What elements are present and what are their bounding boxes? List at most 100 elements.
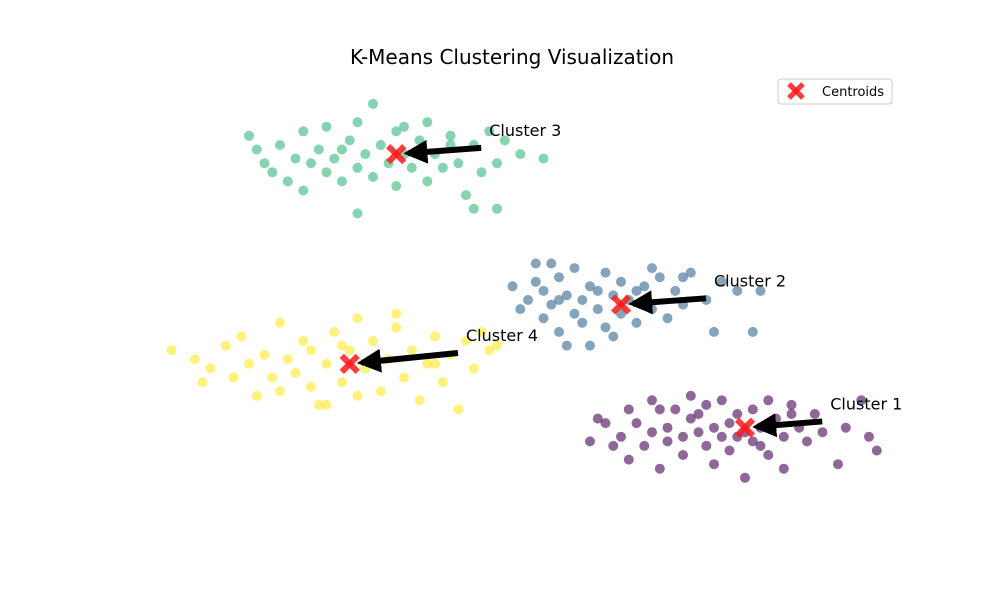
cluster-3-point xyxy=(391,181,402,191)
cluster-2-point xyxy=(515,304,526,315)
cluster-3-point xyxy=(375,140,386,150)
cluster-2-point xyxy=(554,295,564,305)
cluster-2-point xyxy=(546,258,557,269)
cluster-1-point xyxy=(724,418,735,429)
cluster-4-point xyxy=(406,345,417,356)
cluster-1-point xyxy=(833,459,843,470)
cluster-2-point xyxy=(631,285,642,296)
cluster-3-point xyxy=(298,185,309,196)
cluster-4-point xyxy=(468,363,479,374)
cluster-3-point xyxy=(352,208,363,219)
cluster-2-point xyxy=(538,313,549,324)
cluster-4-point xyxy=(244,358,254,369)
cluster-4-point xyxy=(399,372,409,383)
cluster-4-point xyxy=(298,336,309,346)
cluster-1-point xyxy=(740,472,750,483)
cluster-3-point xyxy=(484,126,495,137)
cluster-1-point xyxy=(864,431,874,442)
cluster-2-point xyxy=(608,331,619,342)
cluster-1-point xyxy=(592,413,603,424)
cluster-2-point xyxy=(561,290,572,301)
cluster-1-point xyxy=(631,418,642,429)
cluster-2-point xyxy=(647,304,657,315)
cluster-4-point xyxy=(306,345,316,356)
cluster-2-point xyxy=(732,285,743,296)
cluster-2-point xyxy=(716,276,727,287)
cluster-4-point xyxy=(166,345,177,356)
cluster-2-point xyxy=(585,340,595,351)
cluster-2-point xyxy=(523,295,533,305)
cluster-4-point xyxy=(391,322,402,333)
cluster-4-point xyxy=(422,358,433,369)
cluster-3-point xyxy=(422,176,433,187)
cluster-3-point xyxy=(352,117,363,128)
cluster-1-point xyxy=(763,450,774,460)
cluster-1-point xyxy=(716,431,727,442)
cluster-2-point xyxy=(678,272,688,283)
cluster-3-point xyxy=(244,130,254,141)
cluster-2-point xyxy=(577,295,588,305)
cluster-1-point xyxy=(670,404,681,415)
cluster-2-point xyxy=(685,267,696,278)
centroid-cluster-3 xyxy=(386,143,407,165)
cluster-4-point xyxy=(236,331,247,342)
cluster-1-point xyxy=(747,436,758,447)
cluster-4-point xyxy=(313,399,324,410)
cluster-2-point xyxy=(639,281,650,292)
cluster-1-point xyxy=(662,422,673,433)
cluster-1-point xyxy=(778,431,789,442)
cluster-3-point xyxy=(492,203,502,214)
cluster-3-point xyxy=(461,190,471,201)
annotations-layer: Cluster 1 Cluster 2 Cluster 3 Cluster 4 xyxy=(356,121,902,438)
cluster-3-point xyxy=(515,149,526,160)
cluster-4-point xyxy=(267,372,278,383)
legend-centroid-x xyxy=(787,82,805,100)
cluster-2-point xyxy=(530,276,541,287)
cluster-1-point xyxy=(817,427,828,438)
cluster-2-point xyxy=(592,304,603,315)
cluster-3-point xyxy=(306,158,316,169)
cluster-1-point xyxy=(608,440,619,451)
cluster-4-point xyxy=(282,354,293,365)
cluster-1-point xyxy=(786,399,797,410)
cluster-1-point xyxy=(678,431,688,442)
cluster-1-point xyxy=(840,422,851,433)
cluster-2-point xyxy=(709,326,719,337)
annotation-label-cluster-4: Cluster 4 xyxy=(466,326,538,345)
cluster-4-point xyxy=(461,336,471,346)
cluster-2-point xyxy=(592,285,603,296)
annotation-label-cluster-1: Cluster 1 xyxy=(830,394,902,413)
cluster-4-point xyxy=(275,317,285,328)
cluster-3-point xyxy=(321,167,332,178)
cluster-2-point xyxy=(616,276,626,287)
cluster-3-point xyxy=(368,98,378,109)
annotation-label-cluster-2: Cluster 2 xyxy=(714,271,786,290)
cluster-4-point xyxy=(476,326,487,337)
cluster-1-point xyxy=(701,399,712,410)
cluster-2-point xyxy=(600,322,611,333)
legend: Centroids xyxy=(777,78,893,105)
cluster-2-point xyxy=(507,281,518,292)
cluster-4-point xyxy=(337,340,347,351)
cluster-2-point xyxy=(561,340,572,351)
cluster-1-point xyxy=(647,427,657,438)
cluster-1-point xyxy=(623,404,634,415)
cluster-3-point xyxy=(267,167,278,178)
legend-centroid-marker xyxy=(787,82,805,100)
cluster-1-point xyxy=(871,445,882,456)
cluster-4-point xyxy=(220,340,231,351)
cluster-1-point xyxy=(755,440,766,451)
cluster-2-point xyxy=(631,317,642,328)
cluster-1-point xyxy=(693,409,704,419)
cluster-4-point xyxy=(352,390,363,401)
cluster-3-point xyxy=(391,126,402,137)
cluster-1-point xyxy=(623,454,634,465)
cluster-3-point xyxy=(275,140,285,150)
cluster-2-point xyxy=(662,313,673,324)
cluster-4-point xyxy=(337,377,347,388)
cluster-1-point xyxy=(654,463,665,474)
cluster-2-point xyxy=(569,263,580,274)
cluster-3-point xyxy=(406,162,417,173)
cluster-4-point xyxy=(251,390,262,401)
